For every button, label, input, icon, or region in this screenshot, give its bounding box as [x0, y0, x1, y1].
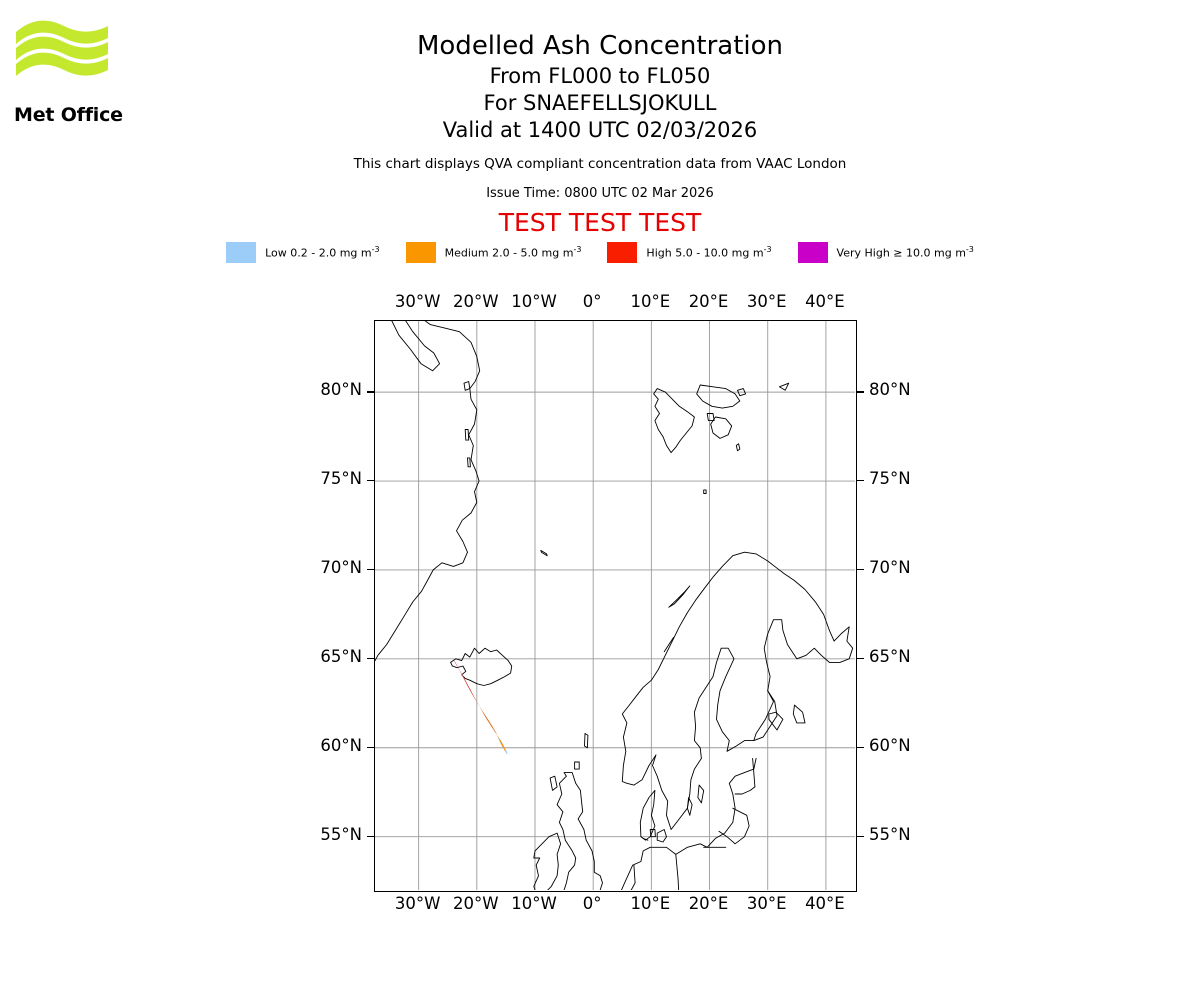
met-office-wave-icon: [16, 20, 108, 76]
plume-band-medium: [453, 658, 506, 751]
lon-tick-label-top-10E: 10°E: [630, 292, 671, 311]
legend-swatch-high: [607, 242, 638, 263]
lat-tick-mark: [857, 568, 864, 571]
lon-tick-label-top-20E: 20°E: [688, 292, 729, 311]
page-title: Modelled Ash Concentration: [416, 31, 784, 61]
lat-tick-label-right-80N: 80°N: [869, 380, 911, 400]
lon-tick-label-bot-10W: 10°W: [511, 894, 557, 913]
lat-tick-label-left-60N: 60°N: [320, 735, 362, 755]
lat-tick-label-right-60N: 60°N: [869, 735, 911, 755]
lon-tick-label-top-20W: 20°W: [453, 292, 499, 311]
ash-concentration-map: [375, 321, 855, 890]
lat-tick-mark: [367, 568, 374, 571]
lat-tick-label-right-75N: 75°N: [869, 469, 911, 489]
lat-tick-mark: [367, 480, 374, 482]
lat-tick-mark: [857, 835, 864, 838]
lon-tick-label-bot-0: 0°: [582, 894, 602, 913]
legend-item-very-high: Very High ≥ 10.0 mg m-3: [797, 242, 974, 263]
legend-label-low: Low 0.2 - 2.0 mg m-3: [265, 245, 380, 260]
legend-label-exponent: -3: [371, 245, 380, 255]
legend-label-exponent: -3: [763, 245, 772, 255]
lat-tick-mark: [857, 391, 864, 393]
ash-plume: [452, 658, 508, 755]
legend-item-high: High 5.0 - 10.0 mg m-3: [607, 242, 772, 263]
test-banner: TEST TEST TEST: [498, 208, 702, 237]
legend-label-text: Medium 2.0 - 5.0 mg m: [444, 246, 574, 260]
lon-tick-label-bot-10E: 10°E: [630, 894, 671, 913]
lat-tick-label-right-55N: 55°N: [869, 824, 911, 844]
legend-label-high: High 5.0 - 10.0 mg m-3: [646, 245, 771, 260]
lon-tick-label-top-30E: 30°E: [746, 292, 787, 311]
legend-swatch-low: [226, 242, 257, 263]
map-frame: [374, 320, 857, 892]
lat-tick-mark: [367, 835, 374, 838]
lat-tick-mark: [367, 746, 374, 749]
lon-tick-label-bot-20W: 20°W: [453, 894, 499, 913]
met-office-logo: Met Office: [14, 18, 124, 125]
legend-label-text: Very High ≥ 10.0 mg m: [836, 246, 966, 260]
map-container: [374, 320, 857, 892]
qva-disclaimer: This chart displays QVA compliant concen…: [353, 156, 847, 172]
volcano-name: For SNAEFELLSJOKULL: [483, 91, 717, 115]
met-office-brand-text: Met Office: [14, 104, 123, 126]
lon-tick-label-top-30W: 30°W: [394, 292, 441, 311]
valid-time: Valid at 1400 UTC 02/03/2026: [442, 118, 758, 142]
plume-band-high: [453, 658, 503, 746]
lon-tick-label-bot-30W: 30°W: [394, 894, 441, 913]
lon-tick-label-bot-30E: 30°E: [746, 894, 787, 913]
lat-tick-label-left-70N: 70°N: [320, 557, 362, 577]
lat-tick-mark: [857, 657, 864, 660]
legend-label-medium: Medium 2.0 - 5.0 mg m-3: [445, 245, 582, 260]
legend-label-exponent: -3: [573, 245, 582, 255]
lon-tick-label-top-10W: 10°W: [511, 292, 557, 311]
lat-tick-mark: [857, 746, 864, 749]
lon-tick-label-top-40E: 40°E: [805, 292, 845, 311]
header-block: Modelled Ash Concentration From FL000 to…: [0, 0, 1200, 238]
legend-item-low: Low 0.2 - 2.0 mg m-3: [226, 242, 380, 263]
graticule-gridlines: [375, 321, 855, 890]
lat-tick-label-right-65N: 65°N: [869, 646, 911, 666]
legend-label-text: Low 0.2 - 2.0 mg m: [265, 246, 372, 260]
coastlines: [375, 321, 854, 890]
plume-band-very-high: [453, 659, 479, 706]
legend-label-very-high: Very High ≥ 10.0 mg m-3: [837, 245, 974, 260]
lat-tick-mark: [367, 657, 374, 660]
legend-swatch-medium: [405, 242, 436, 263]
lat-tick-mark: [857, 480, 864, 482]
lon-tick-label-top-0: 0°: [582, 292, 602, 311]
lat-tick-label-left-55N: 55°N: [320, 824, 362, 844]
lat-tick-label-left-80N: 80°N: [320, 380, 362, 400]
issue-time: Issue Time: 0800 UTC 02 Mar 2026: [486, 186, 714, 201]
lon-tick-label-bot-40E: 40°E: [805, 894, 845, 913]
legend-swatch-very-high: [797, 242, 828, 263]
legend-label-text: High 5.0 - 10.0 mg m: [646, 246, 764, 260]
lat-tick-label-left-65N: 65°N: [320, 646, 362, 666]
lat-tick-label-right-70N: 70°N: [869, 557, 911, 577]
lat-tick-mark: [367, 391, 374, 393]
flight-level-range: From FL000 to FL050: [489, 64, 711, 88]
legend-item-medium: Medium 2.0 - 5.0 mg m-3: [405, 242, 582, 263]
concentration-legend: Low 0.2 - 2.0 mg m-3 Medium 2.0 - 5.0 mg …: [0, 242, 1200, 263]
lon-tick-label-bot-20E: 20°E: [688, 894, 729, 913]
legend-label-exponent: -3: [965, 245, 974, 255]
lat-tick-label-left-75N: 75°N: [320, 469, 362, 489]
